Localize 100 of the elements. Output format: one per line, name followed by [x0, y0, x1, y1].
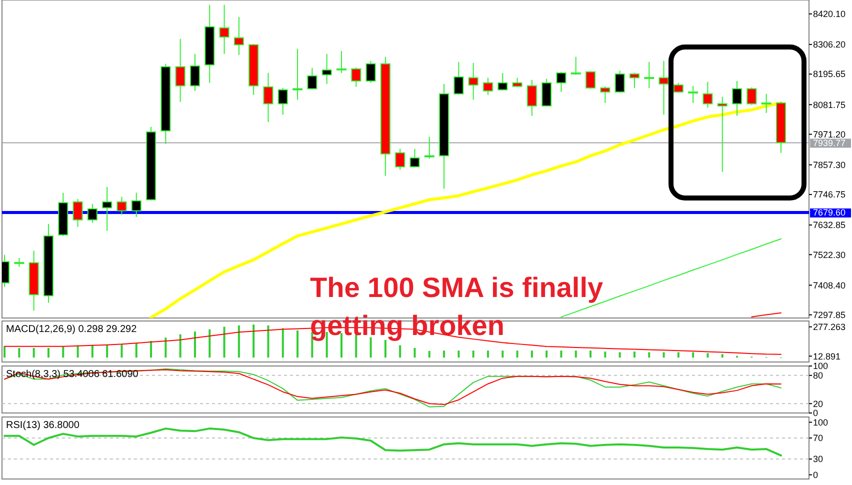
candlestick — [498, 72, 508, 91]
candlestick — [570, 56, 581, 76]
candlestick — [556, 71, 566, 92]
bar — [590, 350, 592, 358]
bar — [414, 348, 416, 358]
y-tick-label: 7408.40 — [813, 280, 846, 290]
bar — [706, 353, 709, 358]
bar — [18, 348, 20, 358]
bar — [223, 326, 226, 358]
bar — [179, 334, 182, 358]
candlestick — [292, 48, 303, 100]
candlestick — [72, 198, 83, 228]
bar — [238, 325, 240, 358]
candlestick — [746, 86, 757, 106]
candlestick — [454, 61, 464, 95]
candlestick — [658, 60, 669, 116]
bar — [106, 344, 108, 358]
bar — [4, 346, 6, 358]
bar — [604, 352, 606, 358]
bar — [76, 345, 79, 358]
candlestick — [278, 87, 288, 116]
candlestick — [322, 53, 332, 84]
candlestick — [219, 4, 230, 54]
ref-line-label: 7939.77 — [813, 138, 846, 148]
candlestick — [512, 77, 522, 88]
y-tick-label: 8081.75 — [813, 100, 846, 110]
candlestick — [542, 78, 552, 107]
candlestick — [586, 70, 596, 90]
bar — [574, 350, 577, 358]
candlestick — [175, 38, 186, 102]
candlestick — [673, 82, 684, 94]
candlestick — [424, 136, 434, 160]
bar — [399, 345, 402, 358]
bar — [662, 352, 665, 358]
y-tick-label: 100 — [813, 417, 828, 428]
candlestick — [526, 79, 537, 116]
candlestick — [702, 81, 713, 108]
candlestick — [131, 192, 142, 218]
bar — [62, 346, 64, 358]
bar — [208, 329, 211, 358]
candlestick — [629, 72, 640, 88]
y-tick-label: 12.891 — [813, 351, 841, 362]
y-tick-label: 7297.85 — [813, 310, 846, 320]
candlestick — [366, 60, 376, 84]
y-tick-label: 80 — [813, 370, 824, 381]
y-tick-label: 8420.10 — [813, 9, 846, 20]
y-tick-label: 7971.20 — [813, 129, 846, 140]
bar — [164, 338, 167, 358]
y-tick-label: 0 — [813, 408, 818, 418]
bar — [502, 350, 504, 358]
candlestick — [190, 53, 200, 92]
y-tick-label: 100 — [813, 361, 828, 372]
y-tick-label: 277.263 — [813, 322, 846, 332]
candlestick — [732, 80, 742, 116]
candlestick — [688, 85, 698, 104]
bar — [648, 352, 650, 358]
candlestick — [717, 96, 728, 172]
y-tick-label: 0 — [813, 470, 818, 480]
y-tick-label: 70 — [813, 433, 824, 444]
candlestick — [395, 148, 406, 170]
bar — [267, 325, 270, 358]
candlestick — [482, 77, 493, 96]
y-tick-label: 8195.65 — [813, 69, 846, 80]
chart-title: MACD(12,26,9) 0.298 29.292 — [6, 324, 138, 335]
bar — [150, 340, 152, 358]
bar — [472, 350, 474, 358]
bar — [530, 350, 533, 358]
bar — [47, 348, 50, 358]
candlestick — [307, 67, 318, 90]
candlestick — [87, 203, 98, 224]
bar — [633, 352, 636, 358]
bar — [560, 350, 562, 358]
bar — [618, 352, 621, 358]
y-tick-label: 8306.20 — [813, 40, 846, 50]
candlestick — [614, 70, 625, 94]
candlestick — [336, 50, 346, 74]
candlestick — [102, 186, 112, 232]
bar — [486, 350, 489, 358]
bar — [135, 343, 138, 358]
bar — [91, 344, 94, 358]
y-tick-label: 7632.85 — [813, 220, 846, 230]
y-tick-label: 7857.30 — [813, 160, 846, 170]
bar — [721, 354, 724, 358]
bar — [692, 352, 694, 358]
candlestick — [116, 196, 127, 216]
bar — [516, 350, 518, 358]
bar — [443, 350, 446, 358]
ref-line-label: 7679.60 — [813, 208, 846, 218]
y-tick-label: 7522.30 — [813, 250, 846, 260]
candlestick — [644, 61, 654, 88]
bar — [296, 330, 299, 358]
bar — [458, 350, 460, 358]
bar — [546, 350, 548, 358]
bar — [282, 328, 284, 358]
bar — [32, 348, 35, 358]
bar — [194, 332, 196, 358]
bar — [384, 340, 386, 358]
candlestick — [263, 72, 274, 122]
candlestick — [410, 148, 420, 168]
candlestick — [468, 62, 478, 100]
